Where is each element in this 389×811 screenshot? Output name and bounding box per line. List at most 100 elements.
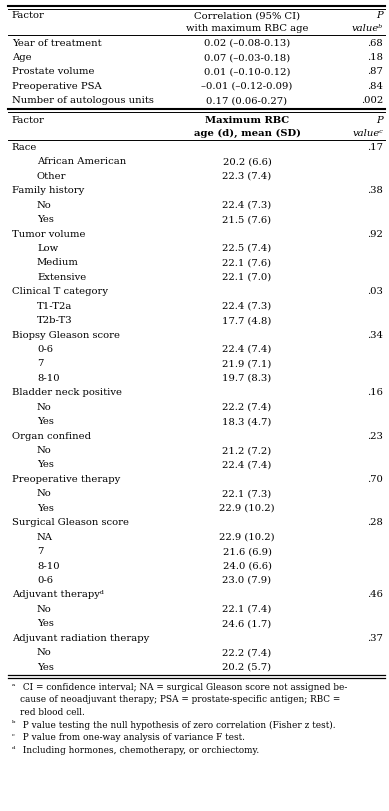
Text: red blood cell.: red blood cell. bbox=[20, 708, 85, 717]
Text: Yes: Yes bbox=[37, 215, 54, 224]
Text: NA: NA bbox=[37, 533, 53, 542]
Text: 21.5 (7.6): 21.5 (7.6) bbox=[223, 215, 272, 224]
Text: .28: .28 bbox=[367, 518, 383, 527]
Text: T2b-T3: T2b-T3 bbox=[37, 316, 73, 325]
Text: Family history: Family history bbox=[12, 187, 84, 195]
Text: .34: .34 bbox=[367, 331, 383, 340]
Text: .16: .16 bbox=[367, 388, 383, 397]
Text: 22.2 (7.4): 22.2 (7.4) bbox=[223, 648, 272, 657]
Text: P value from one-way analysis of variance F test.: P value from one-way analysis of varianc… bbox=[20, 733, 245, 742]
Text: Factor: Factor bbox=[12, 11, 45, 20]
Text: 0.17 (0.06-0.27): 0.17 (0.06-0.27) bbox=[207, 97, 287, 105]
Text: 20.2 (6.6): 20.2 (6.6) bbox=[223, 157, 272, 166]
Text: 8-10: 8-10 bbox=[37, 374, 60, 383]
Text: Including hormones, chemotherapy, or orchiectomy.: Including hormones, chemotherapy, or orc… bbox=[20, 745, 259, 754]
Text: 0-6: 0-6 bbox=[37, 576, 53, 585]
Text: 0.07 (–0.03-0.18): 0.07 (–0.03-0.18) bbox=[204, 53, 290, 62]
Text: No: No bbox=[37, 605, 52, 614]
Text: Correlation (95% CI): Correlation (95% CI) bbox=[194, 11, 300, 20]
Text: African American: African American bbox=[37, 157, 126, 166]
Text: ᵈ: ᵈ bbox=[12, 745, 15, 753]
Text: .37: .37 bbox=[367, 633, 383, 642]
Text: ᶜ: ᶜ bbox=[12, 733, 14, 741]
Text: 22.2 (7.4): 22.2 (7.4) bbox=[223, 403, 272, 412]
Text: No: No bbox=[37, 403, 52, 412]
Text: 22.1 (7.4): 22.1 (7.4) bbox=[223, 605, 272, 614]
Text: Yes: Yes bbox=[37, 620, 54, 629]
Text: Biopsy Gleason score: Biopsy Gleason score bbox=[12, 331, 120, 340]
Text: .68: .68 bbox=[368, 39, 383, 48]
Text: Surgical Gleason score: Surgical Gleason score bbox=[12, 518, 129, 527]
Text: .92: .92 bbox=[367, 230, 383, 238]
Text: 21.9 (7.1): 21.9 (7.1) bbox=[223, 359, 272, 368]
Text: Clinical T category: Clinical T category bbox=[12, 287, 108, 296]
Text: Factor: Factor bbox=[12, 116, 45, 125]
Text: 22.1 (7.3): 22.1 (7.3) bbox=[223, 489, 272, 498]
Text: .03: .03 bbox=[367, 287, 383, 296]
Text: Yes: Yes bbox=[37, 504, 54, 513]
Text: Other: Other bbox=[37, 172, 67, 181]
Text: No: No bbox=[37, 489, 52, 498]
Text: .002: .002 bbox=[361, 97, 383, 105]
Text: Adjuvant therapyᵈ: Adjuvant therapyᵈ bbox=[12, 590, 103, 599]
Text: 7: 7 bbox=[37, 359, 43, 368]
Text: 24.0 (6.6): 24.0 (6.6) bbox=[223, 561, 272, 570]
Text: .17: .17 bbox=[367, 143, 383, 152]
Text: 8-10: 8-10 bbox=[37, 561, 60, 570]
Text: 17.7 (4.8): 17.7 (4.8) bbox=[223, 316, 272, 325]
Text: 22.1 (7.6): 22.1 (7.6) bbox=[223, 259, 272, 268]
Text: .23: .23 bbox=[367, 431, 383, 440]
Text: Medium: Medium bbox=[37, 259, 79, 268]
Text: –0.01 (–0.12-0.09): –0.01 (–0.12-0.09) bbox=[202, 82, 293, 91]
Text: 22.1 (7.0): 22.1 (7.0) bbox=[223, 272, 272, 281]
Text: Race: Race bbox=[12, 143, 37, 152]
Text: age (d), mean (SD): age (d), mean (SD) bbox=[193, 129, 301, 138]
Text: 22.4 (7.3): 22.4 (7.3) bbox=[223, 200, 272, 209]
Text: ᵇ: ᵇ bbox=[12, 720, 15, 728]
Text: .84: .84 bbox=[367, 82, 383, 91]
Text: 22.4 (7.4): 22.4 (7.4) bbox=[223, 461, 272, 470]
Text: 20.2 (5.7): 20.2 (5.7) bbox=[223, 663, 272, 672]
Text: 22.4 (7.4): 22.4 (7.4) bbox=[223, 345, 272, 354]
Text: 18.3 (4.7): 18.3 (4.7) bbox=[223, 417, 272, 426]
Text: 22.9 (10.2): 22.9 (10.2) bbox=[219, 533, 275, 542]
Text: 22.9 (10.2): 22.9 (10.2) bbox=[219, 504, 275, 513]
Text: 7: 7 bbox=[37, 547, 43, 556]
Text: .18: .18 bbox=[367, 53, 383, 62]
Text: P value testing the null hypothesis of zero correlation (Fisher z test).: P value testing the null hypothesis of z… bbox=[20, 720, 336, 730]
Text: Preoperative PSA: Preoperative PSA bbox=[12, 82, 102, 91]
Text: Age: Age bbox=[12, 53, 31, 62]
Text: with maximum RBC age: with maximum RBC age bbox=[186, 24, 308, 33]
Text: Yes: Yes bbox=[37, 461, 54, 470]
Text: 22.3 (7.4): 22.3 (7.4) bbox=[223, 172, 272, 181]
Text: 0.02 (–0.08-0.13): 0.02 (–0.08-0.13) bbox=[204, 39, 290, 48]
Text: valueᶜ: valueᶜ bbox=[352, 129, 383, 138]
Text: Organ confined: Organ confined bbox=[12, 431, 91, 440]
Text: .38: .38 bbox=[367, 187, 383, 195]
Text: cause of neoadjuvant therapy; PSA = prostate-specific antigen; RBC =: cause of neoadjuvant therapy; PSA = pros… bbox=[20, 695, 340, 704]
Text: 21.6 (6.9): 21.6 (6.9) bbox=[223, 547, 272, 556]
Text: 0-6: 0-6 bbox=[37, 345, 53, 354]
Text: 22.5 (7.4): 22.5 (7.4) bbox=[223, 244, 272, 253]
Text: No: No bbox=[37, 648, 52, 657]
Text: Extensive: Extensive bbox=[37, 272, 86, 281]
Text: P: P bbox=[377, 11, 383, 20]
Text: Yes: Yes bbox=[37, 417, 54, 426]
Text: 24.6 (1.7): 24.6 (1.7) bbox=[223, 620, 272, 629]
Text: P: P bbox=[377, 116, 383, 125]
Text: 22.4 (7.3): 22.4 (7.3) bbox=[223, 302, 272, 311]
Text: Tumor volume: Tumor volume bbox=[12, 230, 85, 238]
Text: Bladder neck positive: Bladder neck positive bbox=[12, 388, 122, 397]
Text: CI = confidence interval; NA = surgical Gleason score not assigned be-: CI = confidence interval; NA = surgical … bbox=[20, 683, 348, 692]
Text: Preoperative therapy: Preoperative therapy bbox=[12, 475, 120, 484]
Text: valueᵇ: valueᵇ bbox=[352, 24, 383, 33]
Text: Yes: Yes bbox=[37, 663, 54, 672]
Text: ᵃ: ᵃ bbox=[12, 683, 15, 691]
Text: Prostate volume: Prostate volume bbox=[12, 67, 94, 76]
Text: 0.01 (–0.10-0.12): 0.01 (–0.10-0.12) bbox=[204, 67, 290, 76]
Text: Number of autologous units: Number of autologous units bbox=[12, 97, 154, 105]
Text: .87: .87 bbox=[367, 67, 383, 76]
Text: .70: .70 bbox=[367, 475, 383, 484]
Text: Low: Low bbox=[37, 244, 58, 253]
Text: No: No bbox=[37, 200, 52, 209]
